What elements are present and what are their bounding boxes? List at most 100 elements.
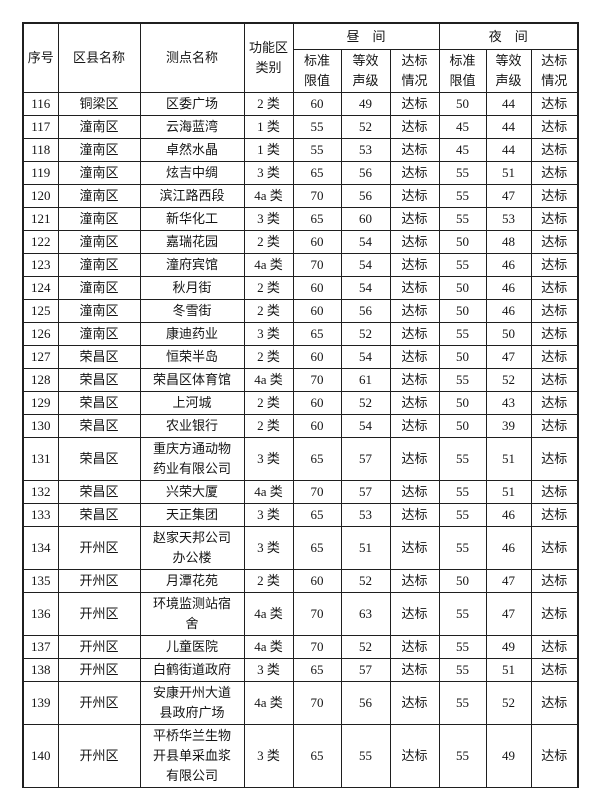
cell-site-name: 上河城	[139, 391, 245, 415]
cell-day-equivalent-level: 52	[340, 391, 391, 415]
header-serial: 序号	[22, 22, 59, 93]
cell-zone-class: 3 类	[243, 161, 294, 185]
cell-night-compliance-status: 达标	[530, 391, 579, 415]
cell-night-standard-limit: 45	[438, 115, 487, 139]
cell-day-standard-limit: 70	[292, 681, 342, 725]
header-day-leq-line1: 等效	[352, 53, 379, 68]
cell-district: 荣昌区	[57, 345, 141, 369]
cell-serial: 129	[22, 391, 59, 415]
cell-night-standard-limit: 55	[438, 253, 487, 277]
cell-day-standard-limit: 60	[292, 391, 342, 415]
cell-district: 荣昌区	[57, 391, 141, 415]
cell-district: 荣昌区	[57, 480, 141, 504]
cell-site-name: 恒荣半岛	[139, 345, 245, 369]
cell-site-name: 安康开州大道县政府广场	[139, 681, 245, 725]
cell-night-compliance-status: 达标	[530, 138, 579, 162]
cell-district: 潼南区	[57, 253, 141, 277]
cell-day-equivalent-level: 60	[340, 207, 391, 231]
cell-site-name: 区委广场	[139, 92, 245, 116]
cell-night-compliance-status: 达标	[530, 480, 579, 504]
cell-night-compliance-status: 达标	[530, 92, 579, 116]
cell-day-standard-limit: 70	[292, 184, 342, 208]
table-row: 120 潼南区 滨江路西段 4a 类 70 56 达标 55 47 达标	[22, 184, 579, 208]
cell-day-standard-limit: 70	[292, 592, 342, 636]
header-zone-line2: 类别	[255, 60, 282, 75]
header-nighttime-group: 夜间	[438, 22, 579, 50]
cell-site-name: 农业银行	[139, 414, 245, 438]
cell-site-name: 嘉瑞花园	[139, 230, 245, 254]
cell-site-name: 云海蓝湾	[139, 115, 245, 139]
cell-night-standard-limit: 45	[438, 138, 487, 162]
table-row: 138 开州区 白鹤街道政府 3 类 65 57 达标 55 51 达标	[22, 658, 579, 682]
cell-day-equivalent-level: 49	[340, 92, 391, 116]
table-row: 122 潼南区 嘉瑞花园 2 类 60 54 达标 50 48 达标	[22, 230, 579, 254]
cell-day-equivalent-level: 55	[340, 724, 391, 788]
header-night-standard: 标准 限值	[438, 49, 487, 93]
cell-day-equivalent-level: 57	[340, 437, 391, 481]
cell-district: 潼南区	[57, 115, 141, 139]
cell-night-equivalent-level: 49	[485, 724, 532, 788]
cell-serial: 138	[22, 658, 59, 682]
cell-day-equivalent-level: 52	[340, 569, 391, 593]
cell-night-compliance-status: 达标	[530, 184, 579, 208]
cell-night-standard-limit: 50	[438, 569, 487, 593]
cell-district: 开州区	[57, 569, 141, 593]
cell-night-equivalent-level: 47	[485, 592, 532, 636]
cell-day-equivalent-level: 63	[340, 592, 391, 636]
cell-night-equivalent-level: 51	[485, 437, 532, 481]
cell-night-standard-limit: 50	[438, 391, 487, 415]
cell-district: 潼南区	[57, 322, 141, 346]
header-night-leq-line1: 等效	[495, 53, 522, 68]
table-row: 131 荣昌区 重庆方通动物药业有限公司 3 类 65 57 达标 55 51 达标	[22, 437, 579, 481]
cell-zone-class: 3 类	[243, 724, 294, 788]
cell-day-compliance-status: 达标	[389, 368, 440, 392]
cell-site-name: 潼府宾馆	[139, 253, 245, 277]
cell-district: 开州区	[57, 681, 141, 725]
table-row: 139 开州区 安康开州大道县政府广场 4a 类 70 56 达标 55 52 达标	[22, 681, 579, 725]
cell-day-standard-limit: 60	[292, 92, 342, 116]
cell-night-compliance-status: 达标	[530, 115, 579, 139]
cell-day-compliance-status: 达标	[389, 480, 440, 504]
table-header: 序号 区县名称 测点名称 功能区 类别 昼间 夜间 标准 限值 等效 声级	[22, 22, 579, 93]
cell-day-standard-limit: 65	[292, 724, 342, 788]
cell-night-equivalent-level: 46	[485, 253, 532, 277]
cell-day-standard-limit: 70	[292, 480, 342, 504]
table-row: 118 潼南区 卓然水晶 1 类 55 53 达标 45 44 达标	[22, 138, 579, 162]
cell-night-standard-limit: 55	[438, 437, 487, 481]
cell-day-standard-limit: 70	[292, 368, 342, 392]
cell-site-name: 新华化工	[139, 207, 245, 231]
cell-district: 开州区	[57, 724, 141, 788]
cell-zone-class: 4a 类	[243, 681, 294, 725]
cell-site-name: 天正集团	[139, 503, 245, 527]
cell-night-compliance-status: 达标	[530, 368, 579, 392]
cell-day-compliance-status: 达标	[389, 276, 440, 300]
header-night-status-line1: 达标	[541, 53, 568, 68]
cell-night-standard-limit: 50	[438, 299, 487, 323]
cell-day-compliance-status: 达标	[389, 345, 440, 369]
cell-day-compliance-status: 达标	[389, 207, 440, 231]
cell-night-equivalent-level: 49	[485, 635, 532, 659]
cell-district: 荣昌区	[57, 414, 141, 438]
header-day-standard: 标准 限值	[292, 49, 342, 93]
cell-night-compliance-status: 达标	[530, 437, 579, 481]
cell-site-name: 滨江路西段	[139, 184, 245, 208]
cell-day-compliance-status: 达标	[389, 230, 440, 254]
cell-day-compliance-status: 达标	[389, 92, 440, 116]
table-row: 124 潼南区 秋月街 2 类 60 54 达标 50 46 达标	[22, 276, 579, 300]
cell-district: 潼南区	[57, 161, 141, 185]
cell-day-equivalent-level: 54	[340, 276, 391, 300]
cell-night-standard-limit: 55	[438, 526, 487, 570]
cell-serial: 132	[22, 480, 59, 504]
cell-day-equivalent-level: 56	[340, 299, 391, 323]
cell-night-equivalent-level: 44	[485, 138, 532, 162]
table-body: 116 铜梁区 区委广场 2 类 60 49 达标 50 44 达标 117 潼南区 云海蓝湾 1 类 55…	[22, 92, 579, 788]
cell-day-standard-limit: 55	[292, 138, 342, 162]
cell-day-equivalent-level: 56	[340, 681, 391, 725]
cell-day-compliance-status: 达标	[389, 161, 440, 185]
cell-night-standard-limit: 55	[438, 503, 487, 527]
cell-day-standard-limit: 65	[292, 503, 342, 527]
cell-site-name: 卓然水晶	[139, 138, 245, 162]
cell-zone-class: 4a 类	[243, 184, 294, 208]
cell-serial: 124	[22, 276, 59, 300]
header-zone-line1: 功能区	[248, 40, 288, 55]
